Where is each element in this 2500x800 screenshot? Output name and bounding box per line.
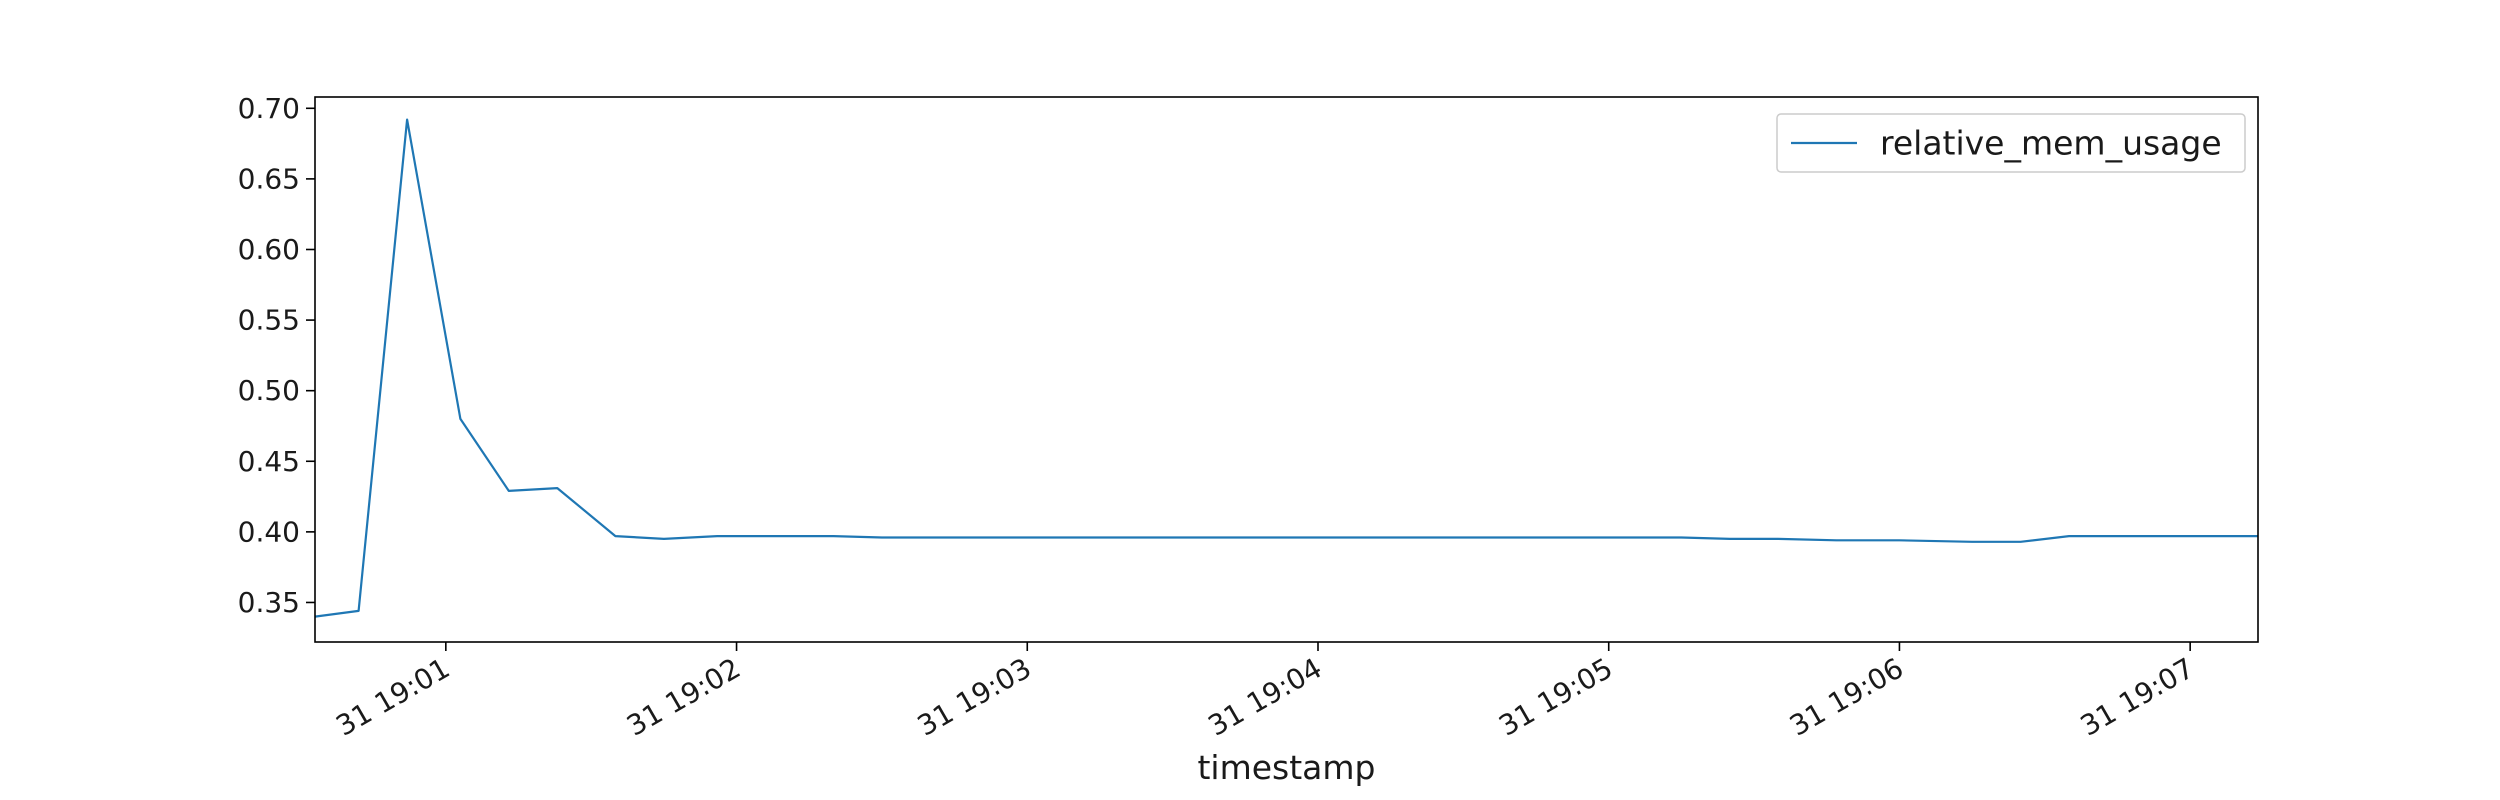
y-tick-label: 0.65	[238, 162, 300, 195]
y-axis-ticks: 0.35 0.40 0.45 0.50 0.55 0.60 0.65 0.70	[238, 92, 315, 619]
series-line-relative_mem_usage	[314, 118, 2258, 618]
plot-frame	[314, 96, 2259, 643]
y-tick-label: 0.55	[238, 304, 300, 337]
x-tick-label: 31 19:05	[1493, 651, 1618, 742]
x-tick-label: 31 19:06	[1784, 651, 1909, 742]
series-layer	[314, 118, 2258, 618]
legend: relative_mem_usage	[1776, 113, 2246, 173]
x-tick-label: 31 19:03	[912, 651, 1037, 742]
x-tick-label: 31 19:04	[1203, 651, 1328, 742]
x-axis-ticks: 31 19:01 31 19:02 31 19:03 31 19:04 31 19:05…	[330, 642, 2200, 743]
y-tick-label: 0.70	[238, 92, 300, 125]
y-tick-label: 0.50	[238, 374, 300, 407]
legend-label: relative_mem_usage	[1880, 124, 2222, 163]
x-tick-label: 31 19:02	[621, 651, 746, 742]
y-tick-label: 0.40	[238, 515, 300, 548]
y-tick-label: 0.45	[238, 445, 300, 478]
y-tick-label: 0.35	[238, 586, 300, 619]
legend-box	[1776, 113, 2246, 173]
x-tick-label: 31 19:07	[2075, 651, 2200, 742]
y-tick-label: 0.60	[238, 233, 300, 266]
x-tick-label: 31 19:01	[330, 651, 455, 742]
x-axis-title: timestamp	[1197, 748, 1375, 787]
